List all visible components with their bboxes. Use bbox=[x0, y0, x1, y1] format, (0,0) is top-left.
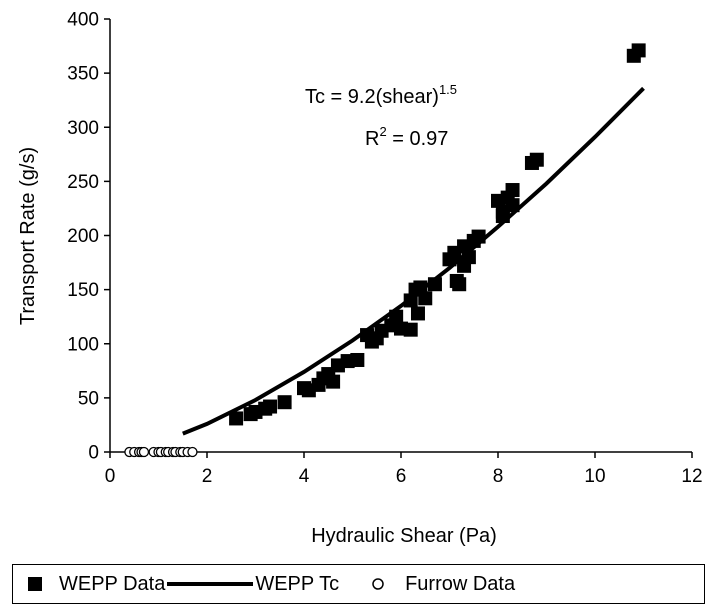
r2-exponent: 2 bbox=[379, 124, 386, 139]
wepp-data-point bbox=[403, 322, 418, 337]
equation-exponent: 1.5 bbox=[439, 82, 457, 97]
y-tick-label: 350 bbox=[67, 64, 99, 85]
x-tick-label: 2 bbox=[202, 466, 213, 487]
r2-annotation: R2 = 0.97 bbox=[365, 124, 448, 150]
y-tick-label: 200 bbox=[67, 226, 99, 247]
tick-group: 0 50 100 150 200 250 300 350 400 0 2 4 6 8 10 12 bbox=[67, 10, 702, 488]
x-axis-title: Hydraulic Shear (Pa) bbox=[311, 525, 497, 547]
wepp-data-point bbox=[452, 277, 467, 292]
furrow-data-series bbox=[124, 446, 198, 458]
furrow-data-point bbox=[187, 446, 198, 458]
legend-item-furrow-data: Furrow Data bbox=[371, 573, 515, 596]
r2-value: = 0.97 bbox=[387, 128, 449, 150]
filled-square-marker-icon bbox=[28, 577, 42, 591]
x-tick-label: 10 bbox=[584, 466, 605, 487]
furrow-data-point bbox=[138, 446, 150, 458]
y-tick-label: 50 bbox=[78, 388, 99, 409]
legend: WEPP Data WEPP Tc Furrow Data bbox=[12, 564, 705, 604]
legend-label-wepp-data: WEPP Data bbox=[59, 572, 166, 595]
x-tick-label: 8 bbox=[493, 466, 504, 487]
legend-label-wepp-tc: WEPP Tc bbox=[255, 572, 340, 595]
y-tick-label: 0 bbox=[88, 443, 99, 464]
y-tick-label: 300 bbox=[67, 118, 99, 139]
wepp-data-point bbox=[229, 411, 244, 426]
x-tick-label: 0 bbox=[105, 466, 116, 487]
equation-base: Tc = 9.2(shear) bbox=[305, 86, 439, 108]
x-tick-label: 4 bbox=[299, 466, 310, 487]
wepp-data-point bbox=[350, 352, 365, 367]
wepp-data-point bbox=[631, 43, 646, 58]
r2-prefix: R bbox=[365, 128, 379, 150]
wepp-data-point bbox=[418, 291, 433, 306]
x-tick-label: 12 bbox=[681, 466, 702, 487]
legend-item-wepp-tc: WEPP Tc bbox=[167, 573, 339, 596]
line-marker-icon bbox=[167, 582, 254, 586]
y-tick-label: 100 bbox=[67, 334, 99, 355]
wepp-tc-line bbox=[182, 86, 645, 436]
y-tick-label: 250 bbox=[67, 172, 99, 193]
open-circle-marker-icon bbox=[372, 578, 384, 590]
legend-label-furrow-data: Furrow Data bbox=[405, 572, 516, 595]
y-tick-label: 150 bbox=[67, 280, 99, 301]
y-axis-title: Transport Rate (g/s) bbox=[17, 147, 39, 325]
chart-canvas: 0 50 100 150 200 250 300 350 400 0 2 4 6 8 10 12 Tc = 9… bbox=[17, 10, 703, 548]
wepp-data-point bbox=[277, 395, 292, 410]
y-tick-label: 400 bbox=[67, 10, 99, 31]
legend-item-wepp-data: WEPP Data bbox=[27, 573, 165, 596]
wepp-data-point bbox=[326, 374, 341, 389]
wepp-data-point bbox=[505, 183, 520, 198]
wepp-data-point bbox=[263, 399, 278, 414]
axes bbox=[109, 19, 692, 453]
wepp-data-point bbox=[529, 152, 544, 167]
wepp-data-point bbox=[410, 306, 425, 321]
x-tick-label: 6 bbox=[396, 466, 407, 487]
equation-annotation: Tc = 9.2(shear)1.5 bbox=[305, 82, 457, 108]
